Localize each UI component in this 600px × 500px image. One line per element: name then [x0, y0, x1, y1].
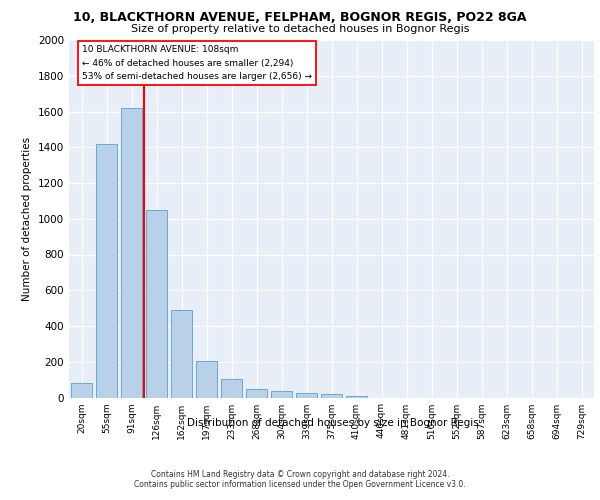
Bar: [71, 383, 92, 398]
Bar: [271, 391, 292, 398]
Bar: [196, 361, 217, 398]
Bar: [321, 394, 342, 398]
Text: 10, BLACKTHORN AVENUE, FELPHAM, BOGNOR REGIS, PO22 8GA: 10, BLACKTHORN AVENUE, FELPHAM, BOGNOR R…: [73, 11, 527, 24]
Text: Contains HM Land Registry data © Crown copyright and database right 2024.
Contai: Contains HM Land Registry data © Crown c…: [134, 470, 466, 489]
Text: Distribution of detached houses by size in Bognor Regis: Distribution of detached houses by size …: [187, 418, 479, 428]
Bar: [171, 310, 192, 398]
Bar: [146, 210, 167, 398]
Bar: [246, 389, 267, 398]
Bar: [296, 393, 317, 398]
Bar: [346, 396, 367, 398]
Bar: [121, 108, 142, 398]
Bar: [96, 144, 117, 398]
Y-axis label: Number of detached properties: Number of detached properties: [22, 136, 32, 301]
Text: Size of property relative to detached houses in Bognor Regis: Size of property relative to detached ho…: [131, 24, 469, 34]
Text: 10 BLACKTHORN AVENUE: 108sqm
← 46% of detached houses are smaller (2,294)
53% of: 10 BLACKTHORN AVENUE: 108sqm ← 46% of de…: [82, 46, 312, 81]
Bar: [221, 378, 242, 398]
